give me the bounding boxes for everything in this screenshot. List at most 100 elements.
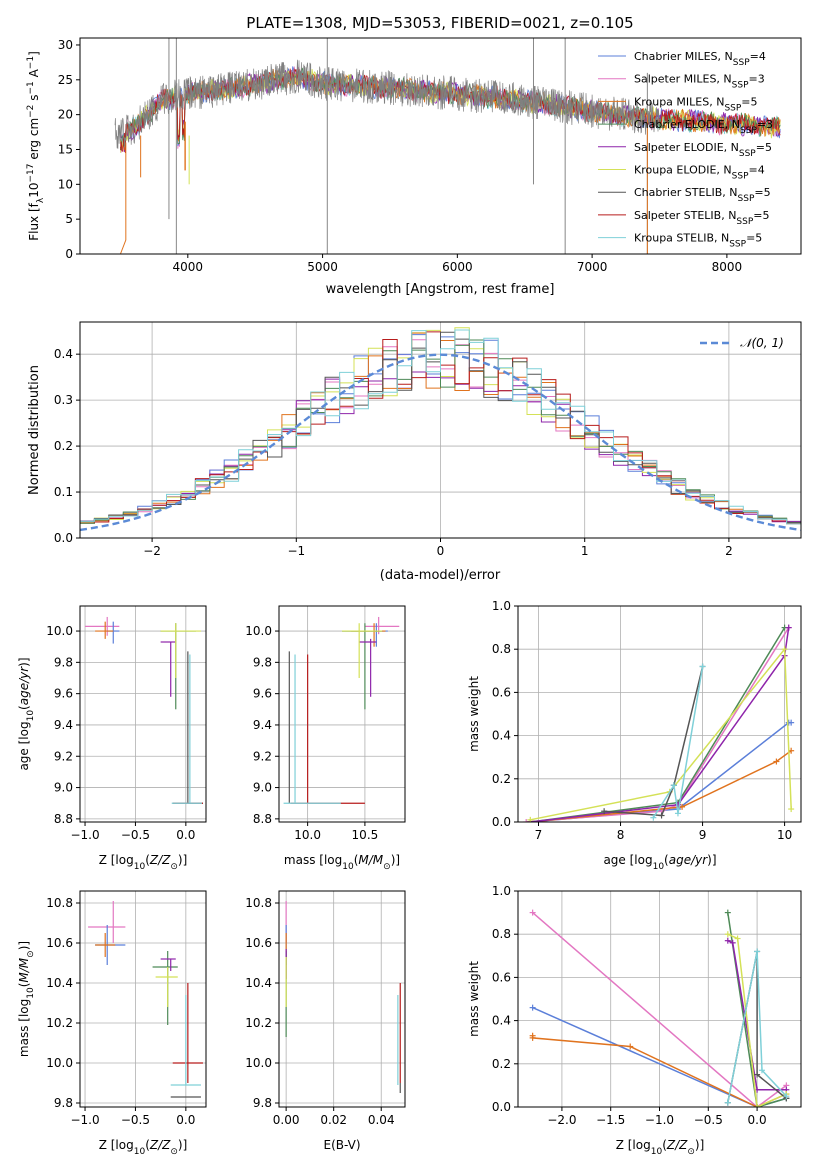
x-tick-label: −0.5 [694,1113,723,1127]
x-tick-label: 10 [777,828,792,842]
y-tick-label: 0.8 [492,927,511,941]
weight-age-line-8 [652,666,704,819]
y-tick-label: 10.8 [46,896,73,910]
y-tick-label: 8.8 [54,812,73,826]
x-tick-label: −0.5 [121,828,150,842]
x-tick-label: 0.04 [368,1113,395,1127]
legend-entry: Salpeter STELIB, NSSP=5 [634,209,770,227]
weight-metallicity-line-5 [727,933,787,1107]
y-tick-label: 1.0 [492,884,511,898]
plot-area [114,38,781,254]
weight-metallicity-line-8 [727,951,787,1103]
weight-age-line-6 [604,666,704,817]
y-tick-label: 10 [58,177,73,191]
x-tick-label: 8000 [712,260,743,274]
x-tick-label: −2 [143,544,161,558]
x-tick-label: 7000 [577,260,608,274]
legend-entry: Kroupa MILES, NSSP=5 [634,95,758,113]
y-tick-label: 0.0 [492,815,511,829]
y-tick-label: 0.0 [492,1100,511,1114]
x-tick-label: 0.0 [176,828,195,842]
axes-frame [278,605,406,823]
panel-age_vs_mass: 10.0 10.5 8.8 9.0 9.2 9.4 9.6 9.8 10.0 [245,605,406,842]
weight-age-line-1 [526,627,790,822]
y-tick-label: 10.2 [245,1016,272,1030]
axes-frame [278,890,406,1108]
y-tick-label: 10.6 [245,936,272,950]
model-edge [119,142,127,254]
axes-frame [79,890,207,1108]
x-axis-label: Z [log10(Z/Z⊙)] [99,853,188,872]
axes-frame [79,605,207,823]
x-tick-label: 10.0 [294,828,321,842]
x-tick-label: 0 [437,544,445,558]
legend-entry: Kroupa ELODIE, NSSP=4 [634,164,765,182]
y-tick-label: 0.4 [492,1014,511,1028]
y-tick-label: 0.6 [492,970,511,984]
panel-spectrum: 4000 5000 6000 7000 8000 0 5 10 15 20 25 30 [58,37,802,274]
panel-weight_vs_age: 7 8 9 10 0.0 0.2 0.4 0.6 0.8 1.0 [492,599,802,842]
x-tick-label: −1.0 [70,828,99,842]
x-tick-label: −2.0 [547,1113,576,1127]
plot-area [529,909,790,1107]
figure-title: PLATE=1308, MJD=53053, FIBERID=0021, z=0… [246,14,633,32]
y-tick-label: 9.8 [54,655,73,669]
x-tick-label: 5000 [307,260,338,274]
y-tick-label: 9.8 [253,655,272,669]
y-tick-label: 10.0 [245,624,272,638]
panel-mass_vs_Z: −1.0 −0.5 0.0 9.8 10.0 10.2 10.4 10.6 10.8 [46,890,207,1127]
y-tick-label: 9.4 [253,718,272,732]
y-tick-label: 9.6 [54,687,73,701]
x-tick-label: 4000 [173,260,204,274]
legend-entry: Chabrier STELIB, NSSP=5 [634,186,771,204]
y-tick-label: 10.0 [245,1056,272,1070]
observed-spectrum [114,59,660,149]
y-tick-label: 30 [58,38,73,52]
weight-age-line-2 [530,750,792,822]
y-tick-label: 10.0 [46,1056,73,1070]
y-tick-label: 9.2 [54,749,73,763]
x-tick-label: 0.0 [176,1113,195,1127]
gaussian-curve [80,353,801,532]
x-tick-label: 1 [581,544,589,558]
y-axis-label: Flux [fλ10−17 erg cm−2 s−1 A−1] [26,51,46,241]
y-tick-label: 25 [58,73,73,87]
y-tick-label: 9.6 [253,687,272,701]
plot-area [88,901,203,1098]
y-tick-label: 5 [65,212,73,226]
x-axis-label: Z [log10(Z/Z⊙)] [616,1138,705,1157]
y-tick-label: 10.6 [46,936,73,950]
x-axis-label: E(B-V) [323,1138,360,1152]
x-tick-label: −1 [287,544,305,558]
x-tick-label: 0.0 [748,1113,767,1127]
y-axis-label: age [log10(age/yr)] [17,657,36,770]
y-tick-label: 20 [58,108,73,122]
x-tick-label: 7 [535,828,543,842]
panel-weight_vs_Z: −2.0 −1.5 −1.0 −0.5 0.0 0.0 0.2 0.4 0.6 0.8 1.0 [492,884,802,1127]
y-tick-label: 9.8 [253,1096,272,1110]
x-tick-label: 0.00 [273,1113,300,1127]
weight-age-line-5 [530,647,792,821]
plot-area [80,327,801,532]
y-tick-label: 15 [58,142,73,156]
y-tick-label: 9.2 [253,749,272,763]
legend-entry: Salpeter ELODIE, NSSP=5 [634,141,772,159]
y-tick-label: 10.2 [46,1016,73,1030]
plot-area [283,616,400,804]
y-tick-label: 10.0 [46,624,73,638]
x-tick-label: −1.0 [645,1113,674,1127]
y-axis-label: Normed distribution [27,365,42,495]
y-tick-label: 10.4 [46,976,73,990]
panel-residuals: −2 −1 0 1 2 0.0 0.1 0.2 0.3 0.4 [54,321,802,558]
x-axis-label: (data-model)/error [380,568,501,583]
y-tick-label: 0.4 [54,347,73,361]
x-axis-label: mass [log10(M/M⊙)] [284,853,400,872]
y-tick-label: 0.8 [492,642,511,656]
y-axis-label: mass weight [467,676,481,752]
weight-metallicity-line-1 [532,912,787,1107]
legend-entry: 𝒩(0, 1) [740,336,784,350]
y-tick-label: 10.4 [245,976,272,990]
legend-entry: Kroupa STELIB, NSSP=5 [634,232,762,250]
y-tick-label: 0.3 [54,393,73,407]
